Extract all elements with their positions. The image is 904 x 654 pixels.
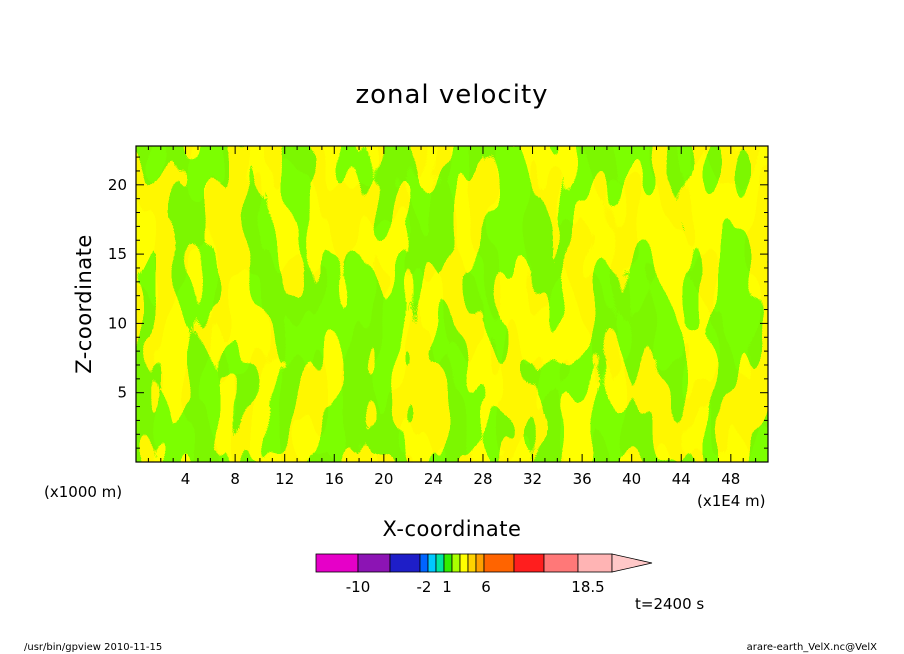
x-tick-label: 36: [573, 470, 592, 488]
x-tick-label: 4: [181, 470, 191, 488]
colorbar-segment: [451, 553, 461, 573]
colorbar-segment: [467, 553, 477, 573]
x-tick-label: 20: [374, 470, 393, 488]
colorbar-segment: [435, 553, 445, 573]
colorbar-segment: [389, 553, 421, 573]
colorbar-segment: [419, 553, 429, 573]
y-tick-label: 10: [108, 314, 127, 332]
y-axis-label: Z-coordinate: [72, 234, 96, 374]
x-tick-label: 48: [721, 470, 740, 488]
x-tick-label: 44: [672, 470, 691, 488]
x-tick-label: 12: [275, 470, 294, 488]
colorbar-label: -10: [346, 578, 371, 596]
y-tick-label: 5: [117, 384, 127, 402]
colorbar-segment: [543, 553, 579, 573]
x-tick-label: 40: [622, 470, 641, 488]
colorbar-labels: -10 -2 1 6 18.5: [346, 578, 605, 596]
x-axis-label: X-coordinate: [383, 517, 522, 541]
x-tick-label: 32: [523, 470, 542, 488]
y-axis-ticks: 5 10 15 20: [108, 156, 768, 449]
colorbar-segment: [483, 553, 515, 573]
colorbar-segment: [427, 553, 437, 573]
colorbar-label: 18.5: [571, 578, 604, 596]
colorbar-label: 6: [481, 578, 491, 596]
x-axis-ticks: 4 8 12 16 20 24 28 32 36 40 44 48: [147, 146, 757, 488]
colorbar-segment: [513, 553, 545, 573]
colorbar-label: -2: [417, 578, 432, 596]
colorbar-segment: [459, 553, 469, 573]
colorbar: [315, 553, 653, 573]
colorbar-extend-arrow: [611, 553, 653, 573]
colorbar-segment: [315, 553, 359, 573]
footer-left: /usr/bin/gpview 2010-11-15: [24, 642, 162, 653]
x-unit-label: (x1E4 m): [697, 492, 766, 510]
x-tick-label: 16: [325, 470, 344, 488]
plot-frame: [135, 145, 769, 463]
time-label: t=2400 s: [635, 595, 704, 613]
x-tick-label: 8: [230, 470, 240, 488]
plot-area: [135, 145, 769, 463]
x-tick-label: 24: [424, 470, 443, 488]
colorbar-segment: [475, 553, 485, 573]
velocity-field: [136, 146, 768, 462]
colorbar-segment: [357, 553, 391, 573]
y-tick-label: 15: [108, 245, 127, 263]
colorbar-segment: [443, 553, 453, 573]
footer-right: arare-earth_VelX.nc@VelX: [747, 642, 878, 653]
chart-title: zonal velocity: [355, 80, 548, 110]
colorbar-label: 1: [442, 578, 452, 596]
y-tick-label: 20: [108, 176, 127, 194]
x-tick-label: 28: [473, 470, 492, 488]
colorbar-segment: [577, 553, 613, 573]
y-unit-label: (x1000 m): [44, 483, 122, 501]
